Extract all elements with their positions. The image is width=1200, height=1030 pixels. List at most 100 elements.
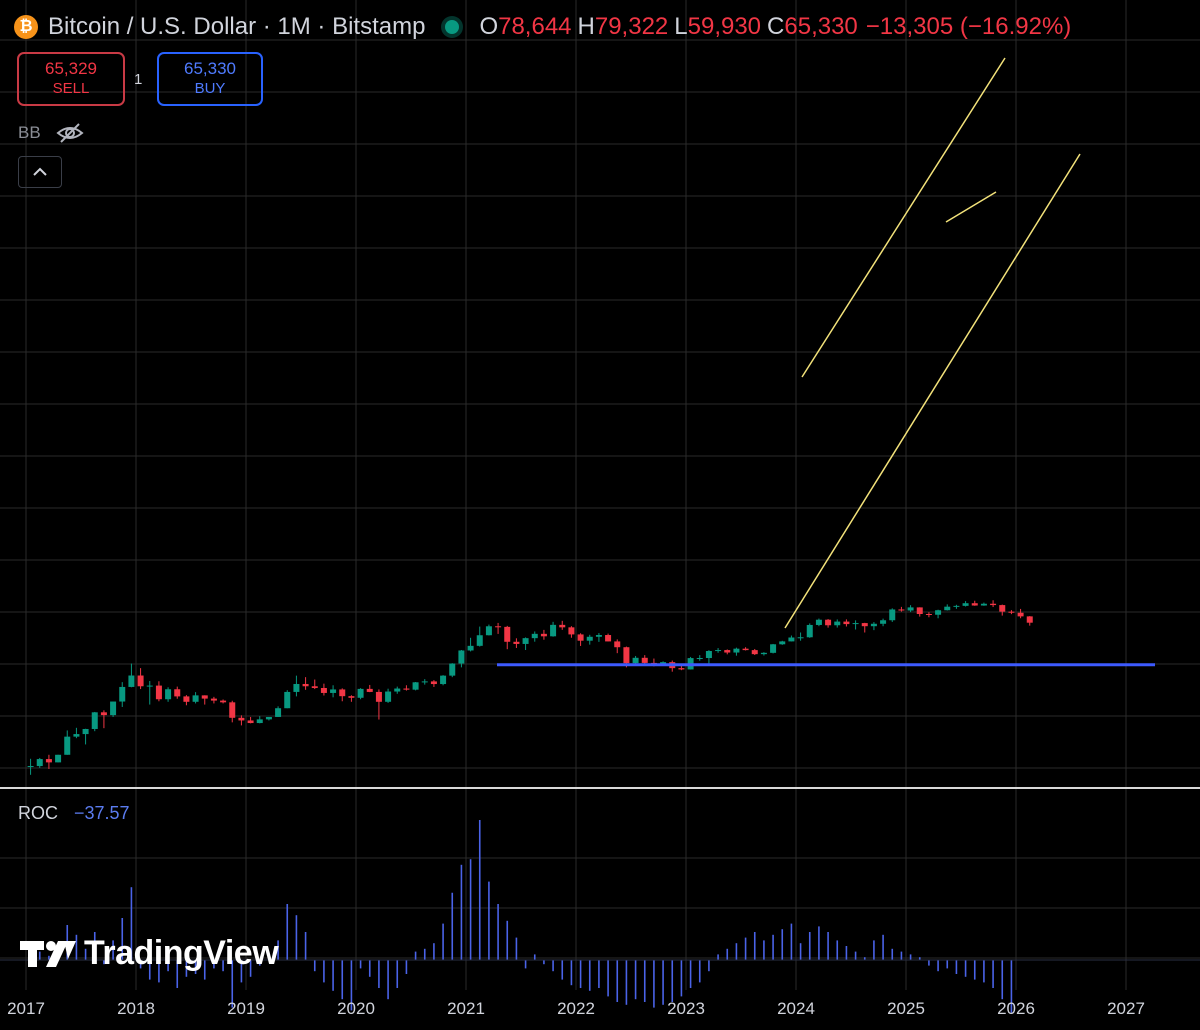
candle-body bbox=[815, 619, 822, 625]
x-tick-label: 2025 bbox=[887, 999, 925, 1018]
candle-body bbox=[73, 734, 80, 737]
change-value: −13,305 (−16.92%) bbox=[865, 13, 1072, 40]
candle-body bbox=[284, 691, 291, 709]
x-tick-label: 2018 bbox=[117, 999, 155, 1018]
candle bbox=[256, 716, 263, 724]
tradingview-logo[interactable]: TradingView bbox=[20, 934, 279, 973]
candle bbox=[339, 688, 346, 702]
candle bbox=[293, 675, 300, 697]
candle-body bbox=[513, 641, 520, 644]
candle bbox=[412, 681, 419, 691]
sell-button[interactable]: 65,329 SELL bbox=[17, 52, 125, 106]
candle bbox=[815, 618, 822, 627]
candle-body bbox=[770, 644, 777, 653]
channel-lower-line bbox=[784, 153, 1081, 629]
bitcoin-logo-icon: ₿ bbox=[14, 15, 38, 39]
candle-body bbox=[247, 720, 254, 724]
hidden-eye-icon[interactable] bbox=[55, 122, 85, 144]
candle-body bbox=[357, 688, 364, 698]
candle bbox=[577, 633, 584, 646]
candle bbox=[916, 607, 923, 617]
candle-body bbox=[476, 635, 483, 646]
candle bbox=[614, 639, 621, 654]
candle bbox=[265, 716, 272, 721]
x-tick-label: 2027 bbox=[1107, 999, 1145, 1018]
candle-body bbox=[550, 624, 557, 637]
x-tick-label: 2026 bbox=[997, 999, 1035, 1018]
low-label: L bbox=[674, 13, 688, 40]
candle bbox=[971, 600, 978, 606]
market-status-icon bbox=[445, 20, 460, 34]
candle bbox=[907, 605, 914, 613]
candle-body bbox=[880, 620, 887, 624]
candle-body bbox=[797, 637, 804, 639]
x-tick-label: 2022 bbox=[557, 999, 595, 1018]
candle-body bbox=[595, 635, 602, 637]
candle bbox=[1008, 610, 1015, 615]
buy-button[interactable]: 65,330 BUY bbox=[157, 52, 263, 106]
candle-body bbox=[751, 650, 758, 655]
candle-body bbox=[256, 719, 263, 724]
candle bbox=[458, 649, 465, 668]
candle-body bbox=[210, 698, 217, 701]
buy-label: BUY bbox=[194, 80, 226, 97]
candle bbox=[595, 633, 602, 642]
roc-indicator-legend[interactable]: ROC −37.57 bbox=[18, 803, 130, 824]
candle-body bbox=[935, 610, 942, 615]
candle-body bbox=[504, 626, 511, 642]
candle-body bbox=[641, 657, 648, 663]
candle-body bbox=[366, 688, 373, 692]
x-tick-label: 2019 bbox=[227, 999, 265, 1018]
candle bbox=[100, 710, 107, 729]
candle bbox=[1017, 608, 1024, 619]
candle bbox=[73, 727, 80, 739]
candle bbox=[944, 604, 951, 611]
candle bbox=[861, 622, 868, 633]
bb-indicator-legend[interactable]: BB bbox=[18, 122, 85, 144]
candle bbox=[201, 695, 208, 705]
candle-body bbox=[889, 609, 896, 621]
candle-body bbox=[137, 675, 144, 687]
candle-body bbox=[229, 702, 236, 718]
candle-body bbox=[430, 681, 437, 685]
candle bbox=[476, 626, 483, 647]
candle bbox=[999, 604, 1006, 616]
candle-body bbox=[440, 675, 447, 685]
roc-value: −37.57 bbox=[74, 803, 130, 823]
candle-body bbox=[898, 609, 905, 611]
candle-body bbox=[623, 647, 630, 664]
candle bbox=[192, 692, 199, 704]
candle bbox=[1026, 616, 1033, 626]
x-tick-label: 2023 bbox=[667, 999, 705, 1018]
candle-body bbox=[348, 696, 355, 698]
candle bbox=[880, 618, 887, 627]
candle-body bbox=[375, 691, 382, 702]
candle bbox=[229, 700, 236, 723]
candle bbox=[320, 683, 327, 696]
candle-body bbox=[495, 626, 502, 628]
candle-body bbox=[705, 651, 712, 659]
candle bbox=[825, 619, 832, 628]
candle-body bbox=[467, 645, 474, 651]
chevron-up-icon bbox=[33, 167, 47, 176]
candle-body bbox=[559, 624, 566, 628]
collapse-legend-button[interactable] bbox=[18, 156, 62, 188]
candle-body bbox=[825, 619, 832, 626]
candle-body bbox=[174, 689, 181, 697]
candle-body bbox=[293, 683, 300, 692]
candle bbox=[705, 650, 712, 664]
candle-body bbox=[165, 689, 172, 700]
candle bbox=[348, 695, 355, 702]
candle bbox=[531, 631, 538, 642]
candle bbox=[146, 680, 153, 705]
open-label: O bbox=[479, 13, 499, 40]
candle bbox=[641, 655, 648, 664]
candle-body bbox=[110, 701, 117, 716]
candle-body bbox=[999, 605, 1006, 612]
symbol-title[interactable]: Bitcoin / U.S. Dollar · 1M · Bitstamp bbox=[48, 13, 426, 40]
quantity-value[interactable]: 1 bbox=[134, 71, 143, 88]
candle-body bbox=[678, 668, 685, 670]
candle-body bbox=[91, 712, 98, 729]
candle-body bbox=[834, 621, 841, 626]
